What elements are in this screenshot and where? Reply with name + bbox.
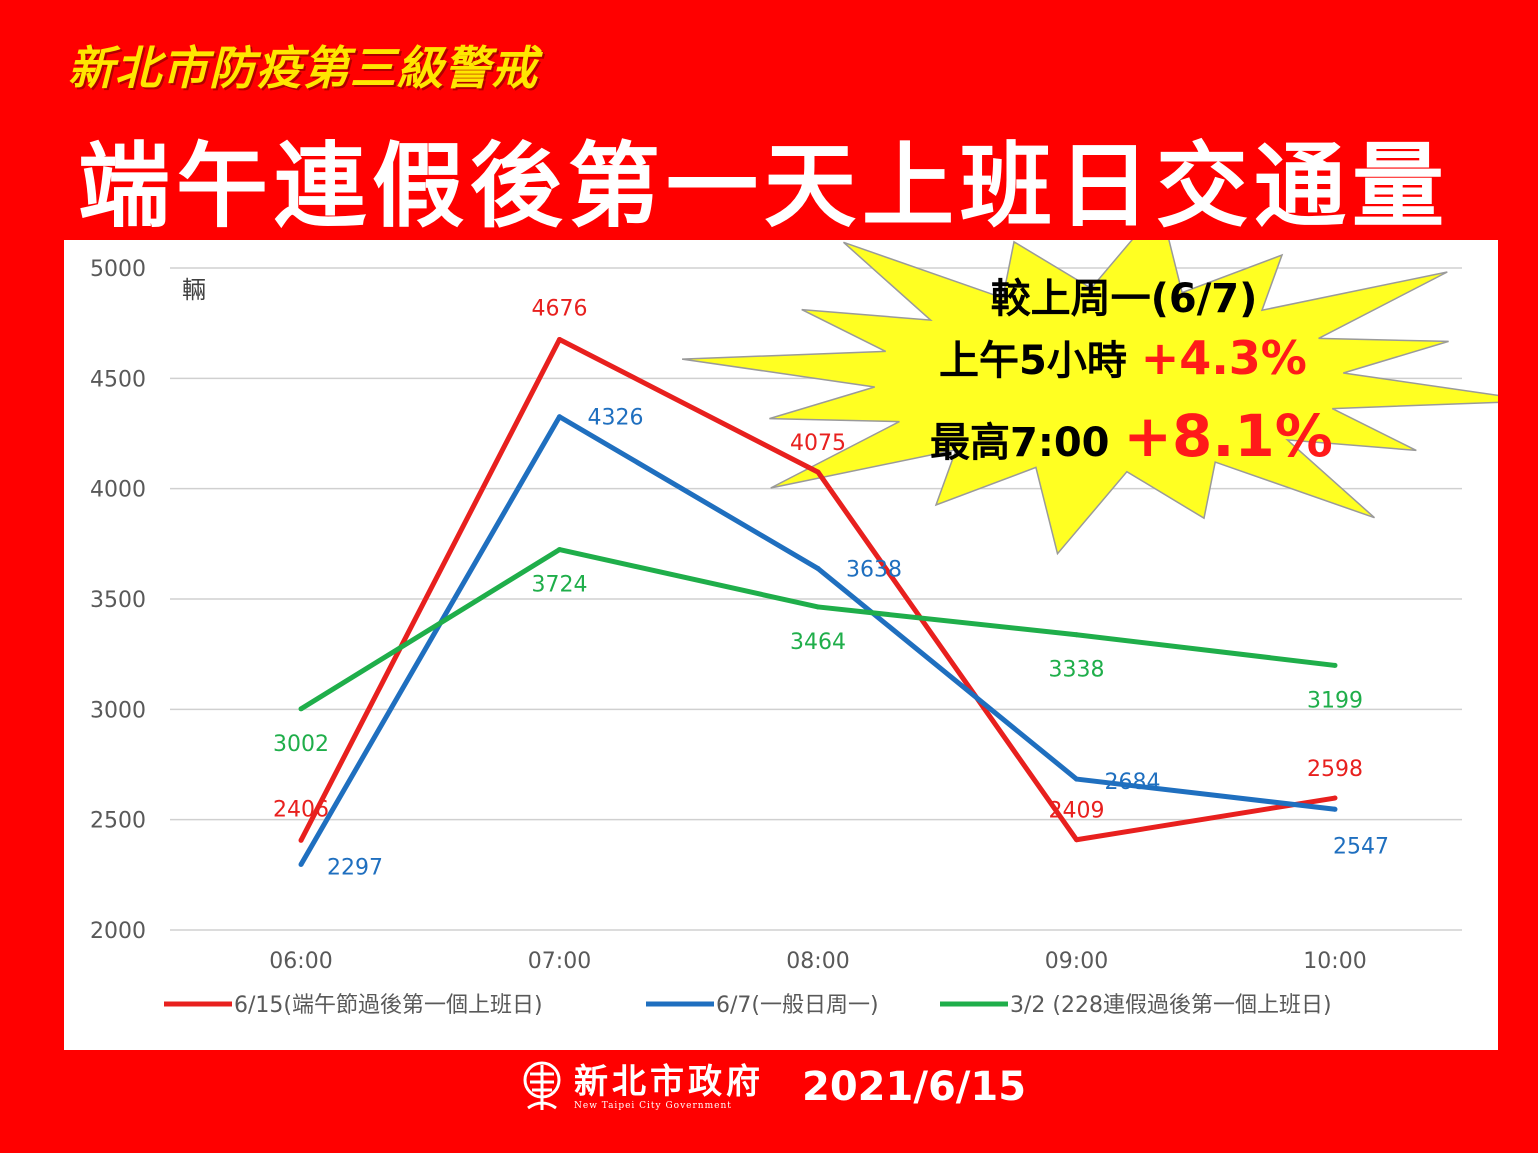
data-point	[298, 837, 304, 843]
data-point	[557, 547, 562, 553]
data-point	[298, 706, 304, 712]
data-point	[815, 469, 821, 475]
data-label: 2684	[1105, 770, 1161, 795]
callout-line2: 上午5小時 +4.3%	[939, 331, 1307, 385]
y-tick-label: 4500	[90, 367, 146, 392]
callout-line2-prefix: 上午5小時	[939, 338, 1141, 384]
data-label: 2406	[273, 797, 329, 822]
legend-label-3: 3/2 (228連假過後第一個上班日)	[1010, 993, 1332, 1018]
data-point	[557, 414, 562, 420]
data-point	[557, 336, 562, 342]
data-label: 3338	[1049, 658, 1105, 683]
y-axis-unit: 輛	[182, 276, 206, 304]
data-label: 2409	[1049, 799, 1105, 824]
y-tick-label: 3500	[90, 588, 146, 613]
data-point	[1074, 837, 1079, 843]
data-label: 4326	[588, 406, 644, 431]
callout-starburst	[681, 240, 1498, 556]
x-tick-label: 06:00	[269, 949, 332, 974]
x-tick-label: 07:00	[528, 949, 591, 974]
traffic-line-chart: 2000 2500 3000 3500 4000 4500 5000 輛 06:00 07:00 0…	[90, 240, 1498, 1018]
data-point	[1074, 776, 1079, 782]
callout-line3: 最高7:00 +8.1%	[930, 402, 1333, 470]
data-label: 3724	[532, 573, 588, 598]
x-tick-label: 08:00	[786, 949, 849, 974]
y-tick-label: 2500	[90, 809, 146, 834]
new-taipei-logo-icon	[523, 1061, 561, 1110]
org-name-en: New Taipei City Government	[574, 1101, 732, 1111]
y-tick-label: 2000	[90, 919, 146, 944]
data-label: 2598	[1307, 757, 1363, 782]
callout-line2-value: +4.3%	[1141, 331, 1307, 385]
data-label: 2547	[1333, 834, 1389, 859]
legend-label-1: 6/15(端午節過後第一個上班日)	[234, 993, 543, 1018]
x-tick-label: 09:00	[1045, 949, 1108, 974]
data-point	[1074, 632, 1079, 638]
data-point	[298, 861, 304, 867]
main-title: 端午連假後第一天上班日交通量	[78, 133, 1451, 240]
data-point	[815, 566, 821, 572]
data-label: 3464	[790, 630, 846, 655]
y-tick-label: 5000	[90, 257, 146, 282]
footer: 新北市政府 New Taipei City Government 2021/6/…	[520, 1052, 1026, 1122]
y-tick-label: 4000	[90, 478, 146, 503]
org-name: 新北市政府	[574, 1062, 764, 1102]
alert-level-title: 新北市防疫第三級警戒	[68, 41, 538, 95]
data-point	[1332, 806, 1338, 812]
callout-line1: 較上周一(6/7)	[991, 276, 1258, 322]
data-label: 2297	[327, 855, 383, 880]
data-label: 4075	[790, 431, 846, 456]
data-point	[1332, 662, 1338, 668]
data-label: 3199	[1307, 688, 1363, 713]
data-label: 4676	[532, 296, 588, 321]
callout-line3-prefix: 最高7:00	[930, 420, 1123, 466]
data-point	[815, 604, 821, 610]
chart-panel: 2000 2500 3000 3500 4000 4500 5000 輛 06:00 07:00 0…	[64, 240, 1498, 1050]
y-tick-label: 3000	[90, 698, 146, 723]
legend-label-2: 6/7(一般日周一)	[716, 993, 879, 1018]
data-label: 3638	[846, 558, 902, 583]
data-point	[1332, 795, 1338, 801]
x-tick-label: 10:00	[1303, 949, 1366, 974]
callout-line3-value: +8.1%	[1123, 402, 1332, 470]
footer-date: 2021/6/15	[802, 1064, 1027, 1110]
data-label: 3002	[273, 732, 329, 757]
